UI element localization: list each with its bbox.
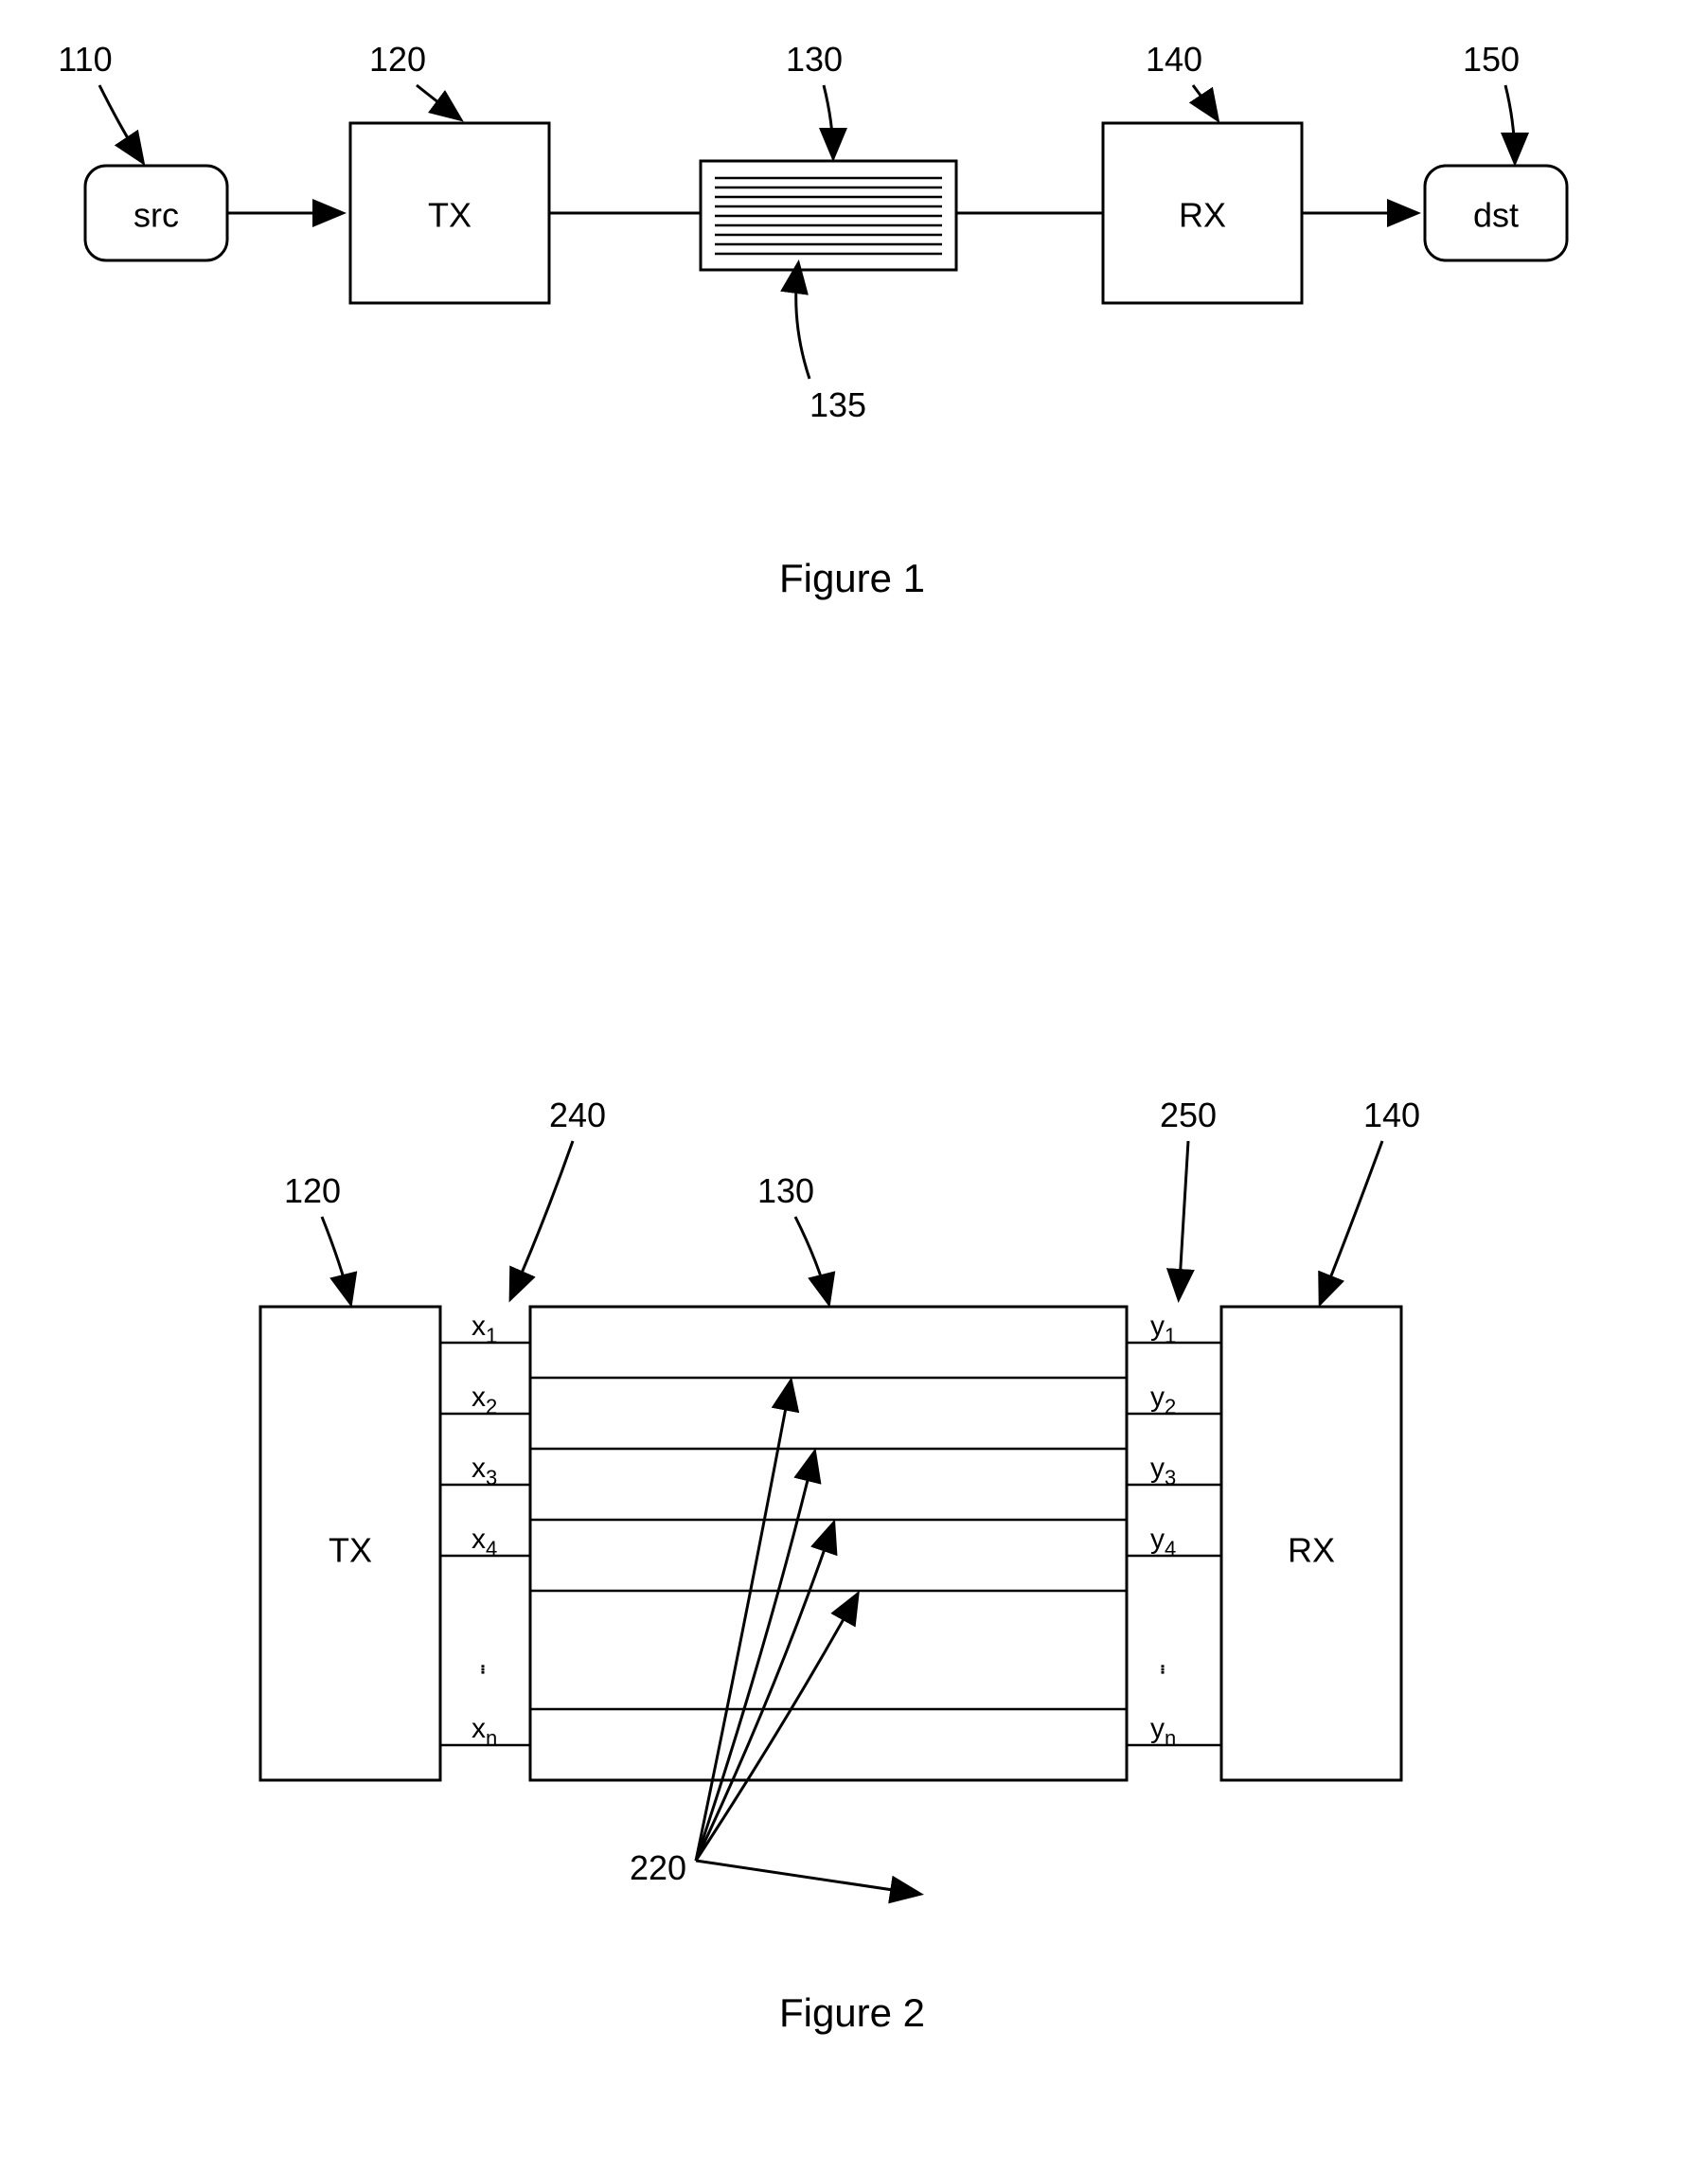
rx-label: RX bbox=[1179, 196, 1226, 235]
x-dots: ··· bbox=[471, 1662, 500, 1674]
fig2-ref-250: 250 bbox=[1160, 1096, 1217, 1134]
x-labels: x1 x2 x3 x4 xn bbox=[471, 1310, 497, 1750]
fig2-callout-250 bbox=[1179, 1141, 1188, 1297]
ref-120: 120 bbox=[369, 40, 426, 79]
src-label: src bbox=[133, 196, 179, 235]
figure-1: src 110 TX 120 130 bbox=[58, 40, 1567, 600]
figure-2: TX 120 RX 140 130 240 250 bbox=[260, 1096, 1420, 2035]
ref-150: 150 bbox=[1463, 40, 1520, 79]
figure-1-caption: Figure 1 bbox=[779, 556, 925, 600]
callout-120 bbox=[417, 85, 459, 118]
fig2-rx-label: RX bbox=[1288, 1531, 1335, 1570]
diagram-canvas: src 110 TX 120 130 bbox=[0, 0, 1708, 2175]
y-labels: y1 y2 y3 y4 yn bbox=[1150, 1310, 1176, 1750]
y-dots: ··· bbox=[1150, 1662, 1180, 1674]
fig2-callout-130 bbox=[795, 1217, 828, 1302]
callout-110 bbox=[99, 85, 142, 161]
dst-label: dst bbox=[1473, 196, 1519, 235]
fig2-callout-120 bbox=[322, 1217, 350, 1302]
fig2-callout-140 bbox=[1321, 1141, 1382, 1302]
callout-140 bbox=[1193, 85, 1217, 118]
callout-150 bbox=[1505, 85, 1515, 161]
ref-110: 110 bbox=[58, 40, 112, 79]
callout-135 bbox=[796, 265, 810, 379]
fig2-ref-240: 240 bbox=[549, 1096, 606, 1134]
fig2-ref-120: 120 bbox=[284, 1171, 341, 1210]
fig2-ref-220: 220 bbox=[630, 1848, 686, 1887]
fig2-ref-130: 130 bbox=[757, 1171, 814, 1210]
figure-2-caption: Figure 2 bbox=[779, 1990, 925, 2035]
ref-140: 140 bbox=[1146, 40, 1202, 79]
fig2-callout-240 bbox=[511, 1141, 573, 1297]
callout-130 bbox=[824, 85, 833, 156]
fig2-tx-label: TX bbox=[329, 1531, 372, 1570]
fig2-ref-140: 140 bbox=[1363, 1096, 1420, 1134]
tx-label: TX bbox=[428, 196, 471, 235]
ref-130: 130 bbox=[786, 40, 843, 79]
ref-135: 135 bbox=[810, 385, 866, 424]
